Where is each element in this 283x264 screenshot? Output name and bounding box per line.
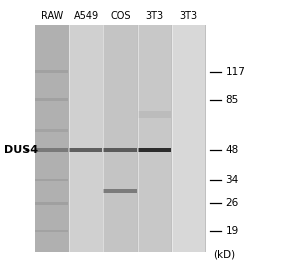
Bar [35,202,68,205]
Text: 48: 48 [226,145,239,155]
Bar [35,25,68,252]
Bar [69,25,103,252]
Bar [103,188,137,193]
Text: RAW: RAW [41,11,63,21]
Text: 19: 19 [226,226,239,236]
Bar [69,148,102,152]
Bar [35,98,68,101]
Text: 3T3: 3T3 [146,11,164,21]
Bar [138,111,171,118]
Text: COS: COS [110,11,131,21]
Bar [35,25,206,252]
Text: (kD): (kD) [213,249,235,259]
Bar [35,179,68,181]
Bar [35,230,68,232]
Bar [138,25,171,252]
Bar [103,148,137,152]
Text: 26: 26 [226,198,239,208]
Bar [172,25,205,252]
Bar [103,25,137,252]
Text: 85: 85 [226,95,239,105]
Bar [35,70,68,73]
Text: 3T3: 3T3 [180,11,198,21]
Text: 117: 117 [226,67,245,77]
Text: A549: A549 [74,11,99,21]
Text: 34: 34 [226,175,239,185]
Bar [35,148,68,152]
Bar [35,129,68,131]
Text: DUS4: DUS4 [4,145,38,155]
Bar [138,148,171,152]
